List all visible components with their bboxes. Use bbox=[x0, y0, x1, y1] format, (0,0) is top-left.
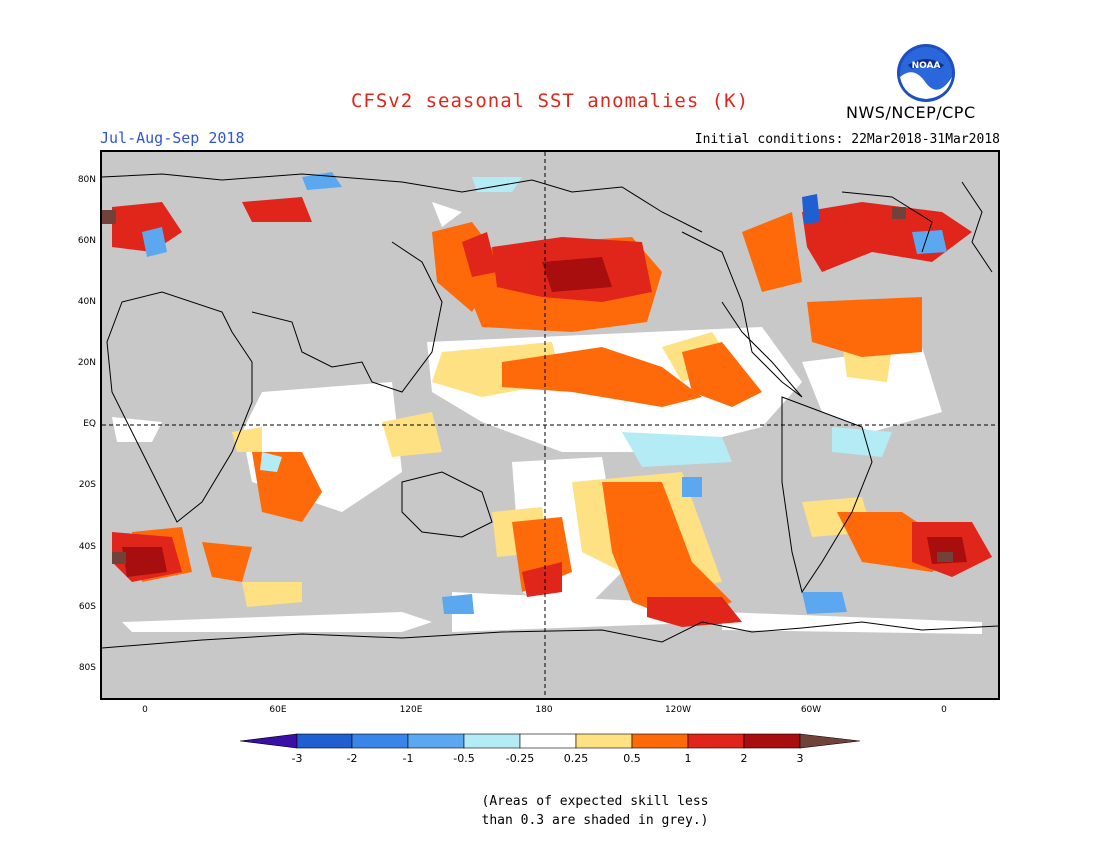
colorbar-bin bbox=[296, 733, 353, 749]
colorbar-label: 2 bbox=[740, 752, 748, 765]
colorbar-label: -0.5 bbox=[453, 752, 475, 765]
colorbar-bin bbox=[743, 733, 801, 749]
lat-label-80s: 80S bbox=[78, 663, 96, 673]
lat-label-60s: 60S bbox=[78, 602, 96, 612]
lon-label-60e: 60E bbox=[269, 705, 287, 715]
skill-note-line-1: (Areas of expected skill less bbox=[481, 794, 709, 809]
colorbar-bin bbox=[575, 733, 633, 749]
colorbar-label: 0.25 bbox=[563, 752, 589, 765]
lat-label-60n: 60N bbox=[77, 236, 96, 246]
lon-label-180: 180 bbox=[535, 705, 553, 715]
lat-label-eq: EQ bbox=[83, 419, 96, 429]
coastlines bbox=[102, 173, 998, 649]
anomaly-brown bbox=[102, 207, 953, 564]
colorbar-label: -0.25 bbox=[505, 752, 535, 765]
logo-text: NOAA bbox=[912, 61, 941, 71]
colorbar-bin bbox=[463, 733, 521, 749]
anomaly-blue bbox=[802, 194, 820, 224]
colorbar bbox=[240, 733, 860, 749]
colorbar-min-arrow bbox=[240, 733, 298, 749]
colorbar-label: 0.5 bbox=[623, 752, 641, 765]
anomaly-lightblue bbox=[142, 172, 947, 614]
colorbar-label: 3 bbox=[796, 752, 804, 765]
map-canvas bbox=[102, 152, 998, 698]
lat-label-20s: 20S bbox=[78, 480, 96, 490]
colorbar-bin bbox=[407, 733, 465, 749]
colorbar-label: 1 bbox=[684, 752, 692, 765]
sst-anomaly-map bbox=[100, 150, 1000, 700]
agency-label: NWS/NCEP/CPC bbox=[846, 103, 976, 122]
lon-label-60w: 60W bbox=[800, 705, 822, 715]
noaa-logo-icon: NOAA bbox=[897, 44, 955, 102]
colorbar-bin bbox=[351, 733, 409, 749]
initial-conditions-label: Initial conditions: 22Mar2018-31Mar2018 bbox=[694, 132, 1000, 147]
anomaly-lightcyan bbox=[260, 177, 892, 472]
anomaly-darkred bbox=[122, 257, 967, 577]
skill-note: (Areas of expected skill less than 0.3 a… bbox=[440, 792, 750, 830]
colorbar-bin bbox=[631, 733, 689, 749]
colorbar-bin bbox=[687, 733, 745, 749]
lon-label-120w: 120W bbox=[664, 705, 692, 715]
lon-label-120e: 120E bbox=[399, 705, 423, 715]
season-label: Jul-Aug-Sep 2018 bbox=[100, 129, 245, 147]
colorbar-label: -1 bbox=[402, 752, 414, 765]
lat-label-80n: 80N bbox=[77, 175, 96, 185]
chart-title: CFSv2 seasonal SST anomalies (K) bbox=[350, 90, 750, 112]
colorbar-max-arrow bbox=[799, 733, 860, 749]
colorbar-label: -2 bbox=[346, 752, 358, 765]
colorbar-bin bbox=[519, 733, 577, 749]
skill-note-line-2: than 0.3 are shaded in grey.) bbox=[481, 813, 709, 828]
lat-label-40s: 40S bbox=[78, 542, 96, 552]
lat-label-20n: 20N bbox=[77, 358, 96, 368]
lon-label-0-west: 0 bbox=[142, 705, 148, 715]
lon-label-0-east: 0 bbox=[941, 705, 947, 715]
colorbar-label: -3 bbox=[291, 752, 303, 765]
lat-label-40n: 40N bbox=[77, 297, 96, 307]
